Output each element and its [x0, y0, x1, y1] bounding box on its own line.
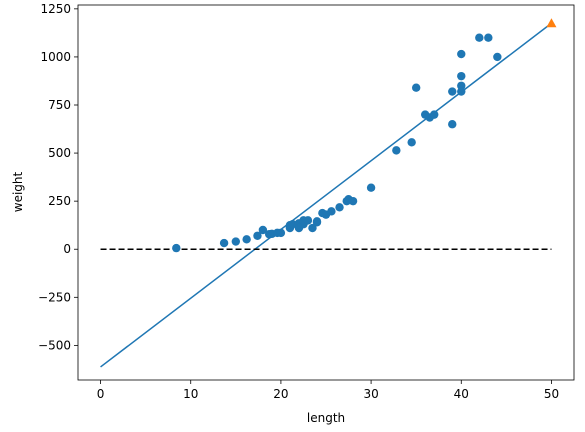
fit-line-layer	[100, 22, 552, 368]
data-point	[231, 237, 241, 246]
x-tick-label: 30	[363, 387, 378, 401]
predicted-point-triangle	[546, 18, 557, 28]
data-point	[253, 231, 262, 240]
data-point	[308, 223, 317, 233]
data-point	[258, 225, 268, 235]
data-point	[276, 228, 286, 238]
x-axis-label: length	[307, 411, 345, 425]
data-point	[457, 71, 466, 81]
data-point	[303, 216, 313, 225]
data-point	[475, 33, 484, 42]
data-point	[327, 207, 336, 216]
fit-line	[100, 22, 552, 368]
x-tick-label: 50	[544, 387, 559, 401]
data-point	[407, 138, 416, 147]
data-point	[457, 87, 466, 96]
y-tick-label: −250	[38, 290, 71, 304]
data-point	[457, 49, 466, 59]
x-tick-label: 20	[273, 387, 288, 401]
data-point	[493, 52, 502, 62]
data-point	[421, 110, 430, 119]
points-layer	[172, 33, 502, 253]
plot-frame	[77, 4, 575, 381]
y-axis-ticks: −500 −250 0 250 500 750 1000 1250	[38, 2, 78, 352]
y-tick-label: 750	[48, 98, 71, 112]
data-point	[312, 218, 322, 227]
data-point	[288, 220, 297, 229]
data-point	[448, 120, 457, 129]
data-point	[411, 83, 421, 92]
data-point	[430, 110, 439, 119]
x-tick-label: 10	[183, 387, 198, 401]
y-tick-label: 1250	[40, 2, 71, 16]
data-point	[219, 238, 229, 248]
y-tick-label: 0	[63, 242, 71, 256]
highlight-layer	[546, 18, 557, 28]
y-tick-label: −500	[38, 338, 71, 352]
data-point	[242, 235, 251, 244]
y-tick-label: 250	[48, 194, 71, 208]
data-point	[448, 87, 457, 96]
y-axis-label: weight	[11, 171, 25, 212]
data-point	[366, 183, 376, 192]
plot-background	[78, 5, 574, 380]
data-point	[335, 203, 344, 212]
x-tick-label: 0	[97, 387, 105, 401]
data-point	[392, 146, 401, 155]
y-tick-label: 1000	[40, 50, 71, 64]
x-axis-ticks: 0 10 20 30 40 50	[97, 380, 559, 401]
x-tick-label: 40	[454, 387, 469, 401]
data-point	[484, 33, 493, 42]
data-point	[172, 243, 181, 253]
data-point	[457, 81, 466, 90]
y-tick-label: 500	[48, 146, 71, 160]
data-point	[348, 196, 358, 206]
